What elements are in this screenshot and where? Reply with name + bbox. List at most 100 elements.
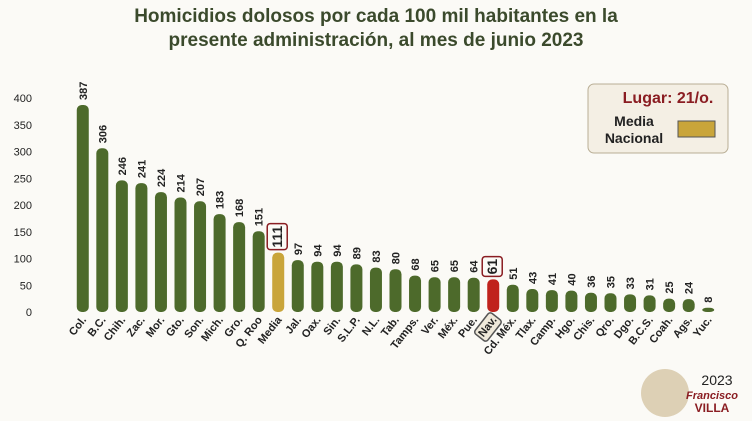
bar <box>115 180 128 312</box>
value-label: 83 <box>371 250 383 262</box>
value-label-group: 51 <box>508 267 520 279</box>
bar <box>409 275 422 312</box>
value-label-group: 83 <box>371 250 383 262</box>
value-label: 33 <box>625 277 637 289</box>
value-label-group: 40 <box>566 273 578 285</box>
value-label-group: 97 <box>293 243 305 255</box>
value-label: 151 <box>254 208 266 226</box>
value-label-group: 33 <box>625 277 637 289</box>
value-label: 40 <box>566 273 578 285</box>
value-label-group: 183 <box>215 191 227 209</box>
value-label-group: 65 <box>449 260 461 272</box>
y-tick-label: 150 <box>14 227 32 239</box>
y-tick-label: 400 <box>14 93 32 105</box>
bar <box>565 290 578 312</box>
logo-year: 2023 <box>701 372 732 388</box>
bar <box>252 231 265 312</box>
bar <box>604 293 617 312</box>
bar <box>467 277 480 312</box>
value-label: 214 <box>176 173 188 192</box>
value-label-group: 80 <box>391 252 403 264</box>
value-label-group: 64 <box>469 260 481 273</box>
bar <box>702 307 715 312</box>
logo-emblem <box>641 369 689 417</box>
value-label-group: 31 <box>645 278 657 290</box>
value-label-group: 61 <box>481 255 503 278</box>
bar <box>389 269 402 312</box>
value-label: 168 <box>234 199 246 217</box>
chart-title: presente administración, al mes de junio… <box>169 30 584 51</box>
value-label-group: 8 <box>703 297 715 303</box>
value-label: 224 <box>156 168 168 187</box>
bar <box>624 294 637 312</box>
bar <box>526 288 539 312</box>
value-label: 306 <box>97 125 109 143</box>
label-box <box>481 255 503 278</box>
value-label-group: 151 <box>254 208 266 226</box>
value-label: 387 <box>78 82 90 100</box>
value-label: 183 <box>215 191 227 209</box>
bar <box>154 192 167 312</box>
value-label-group: 94 <box>332 244 344 257</box>
value-label: 36 <box>586 275 598 287</box>
bar <box>233 222 246 312</box>
value-label-group: 25 <box>664 281 676 293</box>
value-label-group: 43 <box>527 272 539 284</box>
value-label: 31 <box>645 278 657 290</box>
bar <box>663 298 676 312</box>
value-label-group: 387 <box>78 82 90 100</box>
value-label: 89 <box>351 247 363 259</box>
bar <box>96 148 109 312</box>
y-tick-label: 200 <box>14 200 32 212</box>
bar <box>369 267 382 312</box>
bar <box>194 201 207 312</box>
value-label-group: 41 <box>547 273 559 285</box>
value-label-group: 306 <box>97 125 109 143</box>
value-label: 97 <box>293 243 305 255</box>
value-label: 94 <box>332 244 344 257</box>
bar <box>545 290 558 312</box>
bar <box>272 252 285 312</box>
value-label-group: 246 <box>117 157 129 175</box>
y-tick-label: 50 <box>20 280 32 292</box>
value-label-group: 68 <box>410 258 422 270</box>
y-tick-label: 100 <box>14 254 32 266</box>
bar <box>76 104 89 312</box>
value-label-group: 35 <box>606 276 618 288</box>
label-box <box>266 222 288 251</box>
value-label: 65 <box>430 260 442 272</box>
legend-rank: Lugar: 21/o. <box>623 90 714 107</box>
bar <box>350 264 363 312</box>
value-label-group: 207 <box>195 178 207 196</box>
bar <box>448 277 461 312</box>
value-label: 80 <box>391 252 403 264</box>
chart-title: Homicidios dolosos por cada 100 mil habi… <box>134 6 618 27</box>
value-label: 68 <box>410 258 422 270</box>
y-tick-label: 250 <box>14 173 32 185</box>
value-label: 43 <box>527 272 539 284</box>
value-label-group: 241 <box>136 160 148 178</box>
value-label: 61 <box>484 259 500 275</box>
bar <box>428 277 441 312</box>
value-label: 25 <box>664 281 676 293</box>
legend-label: Media <box>614 113 654 129</box>
value-label-group: 65 <box>430 260 442 272</box>
value-label-group: 94 <box>312 244 324 257</box>
bar <box>330 261 343 312</box>
bar <box>584 292 597 312</box>
value-label-group: 89 <box>351 247 363 259</box>
value-label-group: 224 <box>156 168 168 187</box>
value-label-group: 168 <box>234 199 246 217</box>
value-label: 111 <box>269 226 285 248</box>
value-label-group: 24 <box>684 281 696 294</box>
bar <box>682 299 695 312</box>
value-label: 246 <box>117 157 129 175</box>
value-label-group: 111 <box>266 222 288 251</box>
bar <box>643 295 656 312</box>
value-label-group: 214 <box>176 173 188 192</box>
bar <box>174 197 187 312</box>
bar <box>311 261 324 312</box>
y-tick-label: 350 <box>14 120 32 132</box>
